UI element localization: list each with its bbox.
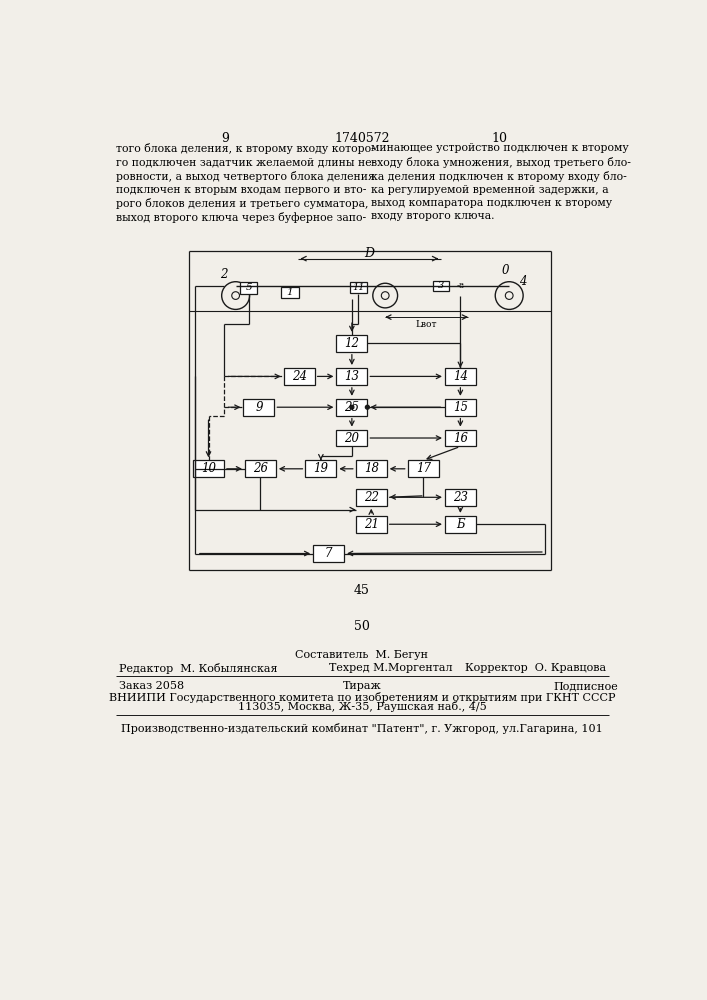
Text: 7: 7: [325, 547, 332, 560]
Text: ВНИИПИ Государственного комитета по изобретениям и открытиям при ГКНТ СССР: ВНИИПИ Государственного комитета по изоб…: [109, 692, 615, 703]
Text: 1: 1: [286, 288, 293, 297]
Text: 2: 2: [221, 267, 228, 280]
Bar: [284, 368, 315, 385]
Text: 20: 20: [344, 432, 359, 445]
Text: D: D: [364, 247, 374, 260]
Text: Подписное: Подписное: [554, 681, 618, 691]
Text: 1740572: 1740572: [334, 132, 390, 145]
Text: 3: 3: [438, 281, 444, 290]
Text: Lвот: Lвот: [416, 320, 437, 329]
Bar: [337, 368, 368, 385]
Text: -8: -8: [457, 282, 464, 290]
Text: 10: 10: [491, 132, 507, 145]
Text: 4: 4: [519, 275, 526, 288]
Bar: [356, 460, 387, 477]
Bar: [445, 430, 476, 446]
Text: Заказ 2058: Заказ 2058: [119, 681, 185, 691]
Text: Составитель  М. Бегун: Составитель М. Бегун: [296, 650, 428, 660]
Bar: [445, 516, 476, 533]
Text: 9: 9: [255, 401, 262, 414]
Circle shape: [350, 405, 354, 409]
Bar: [305, 460, 337, 477]
Bar: [349, 282, 367, 293]
Circle shape: [366, 405, 369, 409]
Text: 0: 0: [501, 264, 509, 277]
Bar: [337, 335, 368, 352]
Bar: [245, 460, 276, 477]
Text: того блока деления, к второму входу которо-
го подключен задатчик желаемой длины: того блока деления, к второму входу кото…: [115, 143, 375, 223]
Text: 9: 9: [221, 132, 230, 145]
Text: 19: 19: [313, 462, 328, 475]
Text: 18: 18: [363, 462, 379, 475]
Text: 5: 5: [245, 283, 252, 292]
Bar: [281, 287, 299, 298]
Text: 50: 50: [354, 620, 370, 633]
Text: 22: 22: [363, 491, 379, 504]
Bar: [337, 399, 368, 416]
Text: 10: 10: [201, 462, 216, 475]
Text: 26: 26: [253, 462, 268, 475]
Bar: [240, 282, 257, 294]
Text: Производственно-издательский комбинат "Патент", г. Ужгород, ул.Гагарина, 101: Производственно-издательский комбинат "П…: [121, 723, 603, 734]
Text: 45: 45: [354, 584, 370, 597]
Text: Редактор  М. Кобылянская: Редактор М. Кобылянская: [119, 663, 278, 674]
Text: 25: 25: [344, 401, 359, 414]
Text: 16: 16: [453, 432, 468, 445]
Text: 21: 21: [363, 518, 379, 531]
Text: 11: 11: [352, 283, 364, 292]
Text: 14: 14: [453, 370, 468, 383]
Text: 17: 17: [416, 462, 431, 475]
Text: Б: Б: [456, 518, 464, 531]
Bar: [356, 516, 387, 533]
Text: 12: 12: [344, 337, 359, 350]
Bar: [193, 460, 224, 477]
Bar: [445, 399, 476, 416]
Text: Корректор  О. Кравцова: Корректор О. Кравцова: [465, 663, 606, 673]
Bar: [356, 489, 387, 506]
Text: Техред М.Моргентал: Техред М.Моргентал: [329, 663, 452, 673]
Text: 23: 23: [453, 491, 468, 504]
Bar: [243, 399, 274, 416]
Bar: [313, 545, 344, 562]
Bar: [433, 281, 449, 291]
Text: 15: 15: [453, 401, 468, 414]
Text: 24: 24: [292, 370, 307, 383]
Bar: [408, 460, 438, 477]
Text: 13: 13: [344, 370, 359, 383]
Text: минающее устройство подключен к второму
входу блока умножения, выход третьего бл: минающее устройство подключен к второму …: [371, 143, 631, 221]
Text: 113035, Москва, Ж-35, Раушская наб., 4/5: 113035, Москва, Ж-35, Раушская наб., 4/5: [238, 701, 486, 712]
Bar: [445, 368, 476, 385]
Text: Тираж: Тираж: [343, 681, 381, 691]
Bar: [445, 489, 476, 506]
Bar: [337, 430, 368, 446]
